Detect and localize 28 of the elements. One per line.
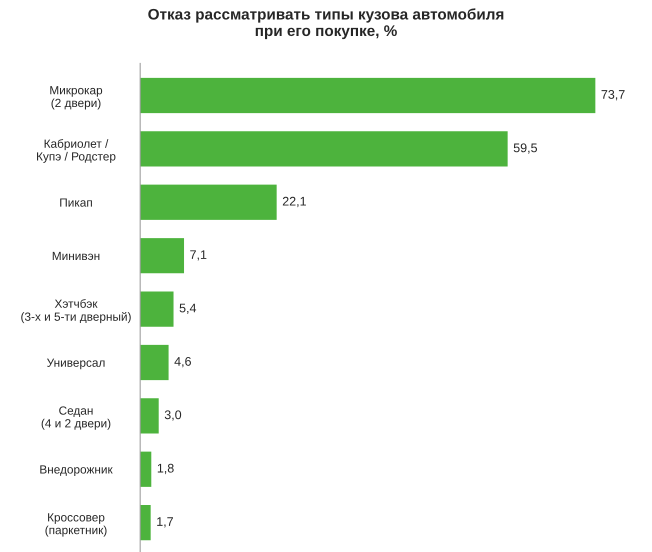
data-label: 7,1 (190, 250, 206, 261)
data-label: 1,8 (158, 464, 174, 474)
y-tick-label: Универсал (46, 358, 105, 370)
bar (140, 78, 596, 114)
y-tick-label: Кроссовер (паркетник) (45, 513, 107, 537)
y-tick-label: Микрокар (2 двери) (50, 86, 102, 110)
bar (140, 238, 184, 274)
data-label: 59,5 (514, 143, 538, 154)
bar (140, 505, 151, 540)
data-label: 5,4 (180, 304, 196, 314)
data-label: 1,7 (157, 517, 173, 528)
data-label: 4,6 (174, 356, 191, 368)
bar (140, 291, 174, 327)
y-tick-label: Хэтчбэк (3-х и 5-ти дверный) (21, 299, 131, 324)
y-tick-label: Седан (4 и 2 двери) (42, 406, 110, 430)
data-label: 3,0 (164, 410, 182, 421)
bar (140, 398, 159, 434)
bar (140, 131, 508, 167)
data-label: 73,7 (602, 90, 625, 100)
data-label: 22,1 (282, 196, 306, 208)
bar (140, 452, 152, 487)
y-tick-label: Внедорожник (40, 465, 113, 476)
y-tick-label: Минивэн (52, 252, 100, 260)
y-tick-label: Пикап (60, 198, 92, 207)
chart-title: Отказ рассматривать типы кузова автомобиля при его покупке, % (148, 8, 504, 40)
y-tick-label: Кабриолет / Купэ / Родстер (37, 139, 116, 163)
bar (140, 184, 277, 220)
bar (140, 344, 169, 380)
